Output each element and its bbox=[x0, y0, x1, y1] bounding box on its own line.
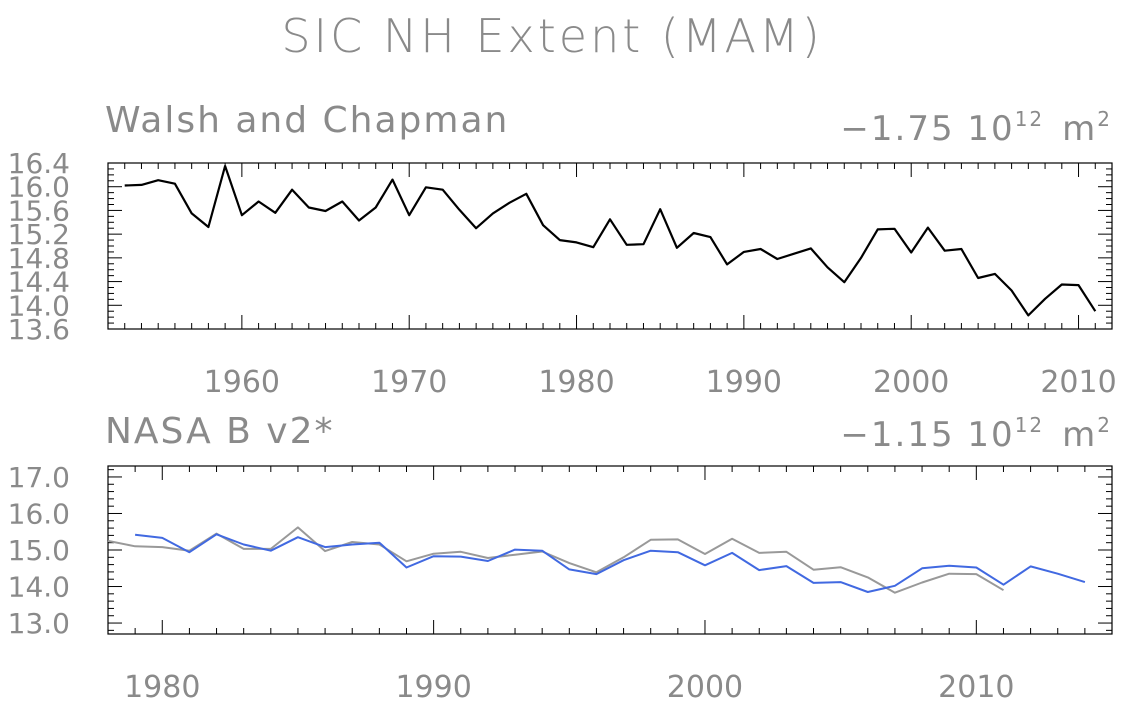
trend-label: −1.75 1012 m2 bbox=[840, 107, 1112, 149]
y-tick-label: 16.0 bbox=[8, 497, 70, 530]
y-tick-label: 14.0 bbox=[8, 571, 70, 604]
axis-ticks bbox=[107, 466, 1113, 634]
series-line-0 bbox=[107, 526, 1005, 594]
x-tick-label: 1960 bbox=[204, 365, 280, 400]
x-tick-label: 1990 bbox=[395, 670, 471, 702]
y-tick-label: 14.0 bbox=[8, 289, 70, 322]
x-tick-label: 2000 bbox=[873, 365, 949, 400]
axis-ticks bbox=[107, 162, 1113, 330]
panel-label: Walsh and Chapman bbox=[105, 100, 509, 141]
y-tick-label: 15.2 bbox=[8, 218, 70, 251]
y-tick-label: 14.4 bbox=[8, 266, 70, 299]
y-tick-label: 15.0 bbox=[8, 534, 70, 567]
plot-frame bbox=[107, 162, 1113, 330]
series-line-0 bbox=[124, 164, 1097, 317]
y-tick-label: 16.0 bbox=[8, 171, 70, 204]
x-tick-label: 1990 bbox=[706, 365, 782, 400]
series-line-1 bbox=[134, 533, 1086, 593]
x-tick-label: 2010 bbox=[938, 670, 1014, 702]
panel-nasa-b: NASA B v2* −1.15 1012 m2 1980 1990 2000 2010… bbox=[8, 411, 1113, 702]
y-tick-label: 15.6 bbox=[8, 194, 70, 227]
axis-labels: 1960 1970 1980 1990 2000 2010 16.416.015.615.2… bbox=[8, 147, 1117, 400]
panel-label: NASA B v2* bbox=[105, 411, 335, 452]
panel-walsh-chapman: Walsh and Chapman −1.75 1012 m2 1960 1970 1… bbox=[8, 100, 1117, 400]
y-tick-label: 14.8 bbox=[8, 242, 70, 275]
y-tick-label: 16.4 bbox=[8, 147, 70, 180]
series-lines bbox=[107, 526, 1086, 594]
y-tick-label: 13.0 bbox=[8, 607, 70, 640]
plot-frame bbox=[107, 465, 1113, 635]
series-lines bbox=[124, 164, 1097, 317]
x-tick-label: 1980 bbox=[124, 670, 200, 702]
trend-label: −1.15 1012 m2 bbox=[840, 413, 1112, 455]
axis-labels: 1980 1990 2000 2010 17.016.0 15.0 14.013.0 bbox=[8, 461, 1015, 702]
y-tick-label: 13.6 bbox=[8, 313, 70, 346]
chart-title: SIC NH Extent (MAM) bbox=[281, 9, 822, 63]
x-tick-label: 1980 bbox=[538, 365, 614, 400]
y-tick-label: 17.0 bbox=[8, 461, 70, 494]
x-tick-label: 1970 bbox=[371, 365, 447, 400]
x-tick-label: 2000 bbox=[667, 670, 743, 702]
x-tick-label: 2010 bbox=[1040, 365, 1116, 400]
